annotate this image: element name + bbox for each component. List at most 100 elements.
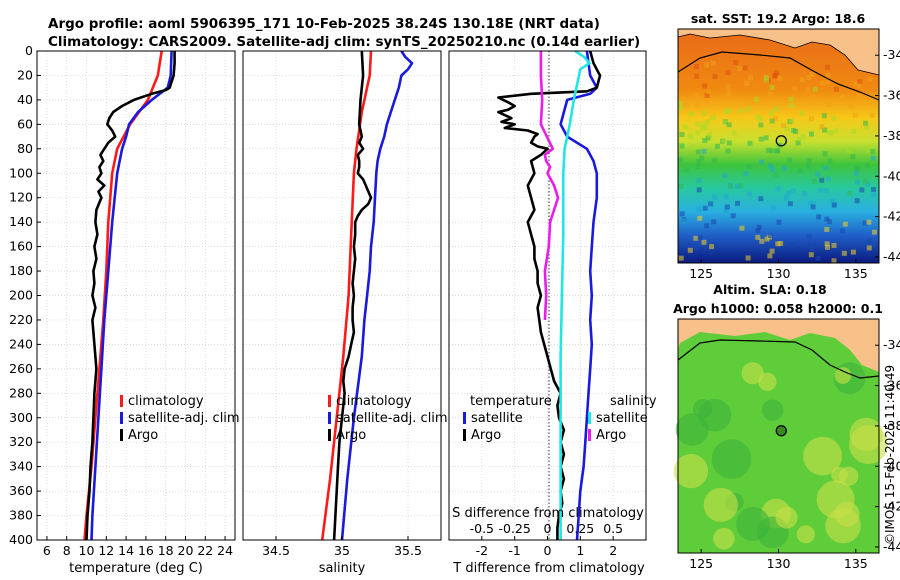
sst-pixel <box>825 79 831 85</box>
sst-pixel <box>820 80 825 86</box>
sst-pixel <box>683 102 689 108</box>
sst-pixel <box>822 165 828 171</box>
salinity-legend: climatology satellite-adj. clim Argo <box>328 394 448 443</box>
sst-pixel <box>725 148 731 154</box>
sst-pixel <box>726 89 732 95</box>
sst-pixel <box>723 208 729 213</box>
y-tick-label: 320 <box>9 434 33 449</box>
sst-pixel <box>809 72 815 77</box>
sst-pixel <box>810 245 815 251</box>
x-tick-label: -2 <box>476 543 488 558</box>
sst-pixel <box>811 179 817 184</box>
t-legend-sat-swatch <box>463 412 466 424</box>
sst-pixel <box>795 140 801 146</box>
lat-tick-label: -38 <box>883 418 900 433</box>
sst-pixel <box>773 115 779 121</box>
sst-pixel <box>722 173 728 179</box>
sst-pixel <box>853 170 859 176</box>
sst-pixel <box>701 148 707 154</box>
sdiff-sat-line <box>559 51 591 540</box>
sst-pixel <box>678 183 684 189</box>
difference-series <box>496 51 602 540</box>
sst-pixel <box>744 81 750 86</box>
sst-pixel <box>853 81 859 86</box>
sst-pixel <box>806 75 812 81</box>
sst-pixel <box>830 198 836 204</box>
sst-pixel <box>755 114 761 120</box>
sst-pixel <box>712 74 718 80</box>
sst-pixel <box>725 70 731 76</box>
s-legend-sat-swatch <box>328 412 331 424</box>
sla-blob <box>796 525 815 544</box>
sst-pixel <box>765 147 771 153</box>
sst-pixel <box>701 110 707 116</box>
sst-pixel <box>769 167 775 173</box>
sst-pixel <box>856 83 862 89</box>
sst-pixel <box>726 140 732 146</box>
sst-pixel <box>831 115 837 121</box>
sst-lon-ticks: 125 130 135 <box>689 259 868 281</box>
sst-pixel <box>722 120 728 126</box>
sst-pixel <box>825 73 831 79</box>
sst-pixel <box>758 136 764 142</box>
title-line-2: Climatology: CARS2009. Satellite-adj cli… <box>48 34 640 50</box>
sst-pixel <box>678 255 684 261</box>
s-legend-tsat-swatch <box>588 412 591 424</box>
sst-pixel <box>697 215 703 221</box>
sst-pixel <box>789 118 795 124</box>
sla-map-subtitle: Argo h1000: 0.058 h2000: 0.1 <box>673 301 883 316</box>
sst-pixel <box>708 201 714 207</box>
sst-pixel <box>774 143 780 149</box>
sst-pixel <box>809 131 814 137</box>
sst-pixel <box>848 103 854 109</box>
imos-stamp: ©IMOS 15-Feb-2025 11:40:49 <box>883 365 897 545</box>
sst-pixel <box>770 205 776 210</box>
s-diff-tick-label: -0.25 <box>498 521 530 536</box>
sst-pixel <box>822 127 828 133</box>
sst-pixel <box>679 143 685 149</box>
sst-pixel <box>809 116 814 122</box>
sst-pixel <box>808 252 814 258</box>
sst-pixel <box>728 183 734 189</box>
s-sat-line <box>340 51 414 540</box>
s-legend-argo-label: Argo <box>336 428 366 443</box>
sst-pixel <box>725 93 731 99</box>
sst-pixel <box>775 241 781 247</box>
s-legend-tsat-label: satellite <box>596 411 648 426</box>
sst-pixel <box>678 100 684 106</box>
sst-pixel <box>726 108 732 114</box>
x-tick-label: -1 <box>508 543 520 558</box>
sst-pixel <box>769 148 775 154</box>
sst-pixel <box>767 253 773 259</box>
y-tick-label: 0 <box>25 43 33 58</box>
lat-tick-label: -42 <box>883 209 900 224</box>
temperature-xlabel: temperature (deg C) <box>69 561 203 576</box>
sst-pixel <box>763 135 769 141</box>
sst-pixel <box>786 190 792 196</box>
sst-pixel <box>699 155 705 161</box>
y-tick-label: 100 <box>9 165 33 180</box>
sst-pixel <box>872 229 877 235</box>
sst-pixel <box>866 238 872 244</box>
sst-pixel <box>819 124 825 129</box>
sla-blob <box>703 487 738 522</box>
sst-pixel <box>867 76 873 82</box>
y-tick-label: 120 <box>9 190 33 205</box>
sst-pixel <box>693 245 699 251</box>
sla-contour <box>677 339 880 379</box>
sst-pixel <box>681 218 686 224</box>
sst-pixel <box>772 73 778 79</box>
sst-pixel <box>691 143 697 149</box>
sla-blob <box>675 413 709 446</box>
sst-pixel <box>792 86 798 92</box>
sla-blob <box>775 506 798 529</box>
sst-pixel <box>733 60 739 65</box>
sla-blob <box>673 453 709 489</box>
sst-pixel <box>695 149 701 155</box>
sst-pixel <box>805 87 811 93</box>
lat-tick-label: -34 <box>883 337 900 352</box>
y-tick-label: 80 <box>17 141 33 156</box>
sla-blob <box>838 466 859 486</box>
lon-tick-label: 130 <box>767 266 791 281</box>
y-tick-label: 280 <box>9 385 33 400</box>
